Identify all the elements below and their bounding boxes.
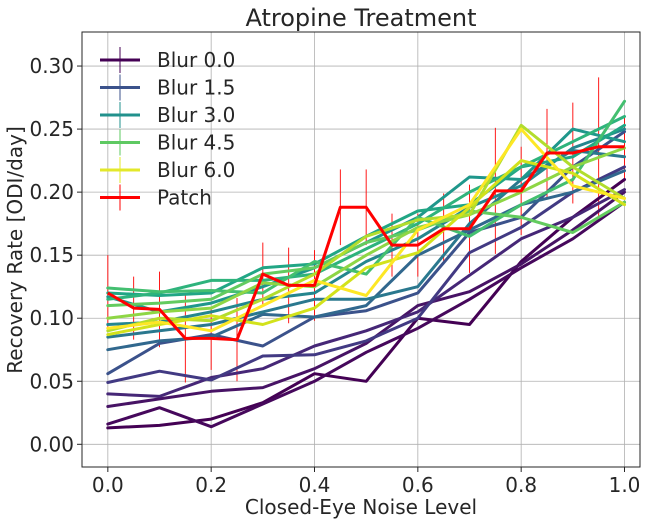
legend-label: Patch (157, 186, 212, 210)
y-tick-label: 0.10 (29, 306, 74, 330)
y-tick-label: 0.00 (29, 432, 74, 456)
legend-label: Blur 3.0 (157, 103, 235, 127)
blur-series-line (106, 115, 626, 301)
chart-title: Atropine Treatment (245, 4, 476, 32)
x-tick-label: 0.0 (92, 473, 124, 497)
blur-series-line (106, 127, 626, 333)
blur-series-line (106, 146, 626, 320)
blur-series-line (106, 190, 626, 408)
blur-series-line (106, 200, 626, 308)
blur-series-line (106, 188, 626, 398)
legend-label: Blur 0.0 (157, 48, 235, 72)
x-tick-label: 0.2 (195, 473, 227, 497)
y-tick-label: 0.20 (29, 180, 74, 204)
blur-series-line (106, 99, 626, 295)
blur-series-line (106, 200, 626, 429)
plot-frame (81, 31, 641, 468)
y-axis-label: Recovery Rate [ODI/day] (3, 126, 27, 373)
x-tick-label: 0.4 (299, 473, 331, 497)
y-tick-label: 0.15 (29, 243, 74, 267)
series-lines (106, 99, 626, 430)
y-ticks: 0.00 0.05 0.10 0.15 0.20 0.25 0.30 (29, 54, 82, 456)
legend-label: Blur 6.0 (157, 158, 235, 182)
y-tick-label: 0.05 (29, 369, 74, 393)
plot-area (82, 32, 640, 467)
y-tick-label: 0.25 (29, 117, 74, 141)
blur-series-line (106, 127, 626, 326)
legend: Blur 0.0 Blur 1.5 Blur 3.0 Blur 4.5 Blur 6.0… (100, 47, 235, 211)
x-tick-label: 1.0 (609, 473, 641, 497)
x-tick-label: 0.8 (505, 473, 537, 497)
x-axis-label: Closed-Eye Noise Level (245, 495, 477, 519)
patch-series-line (107, 145, 625, 342)
y-tick-label: 0.30 (29, 54, 74, 78)
blur-series-line (106, 165, 626, 384)
x-ticks: 0.0 0.2 0.4 0.6 0.8 1.0 (92, 467, 640, 497)
x-tick-label: 0.6 (402, 473, 434, 497)
legend-label: Blur 1.5 (157, 76, 235, 100)
legend-label: Blur 4.5 (157, 131, 235, 155)
